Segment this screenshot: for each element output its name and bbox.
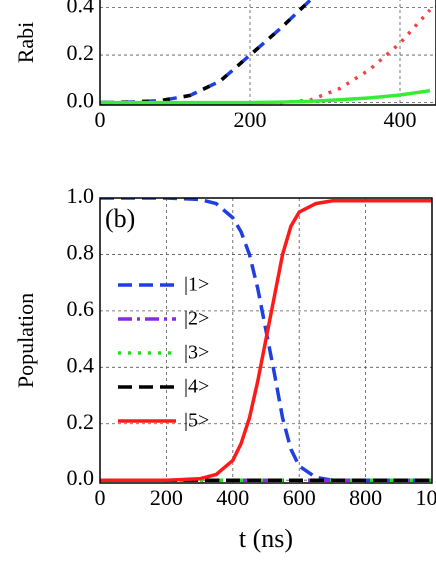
y-tick-label: 0.0 xyxy=(67,465,95,490)
legend-label: |5> xyxy=(184,410,209,432)
y-tick-label: 0.0 xyxy=(67,88,95,113)
plot-frame xyxy=(99,197,433,484)
y-tick-label: 0.4 xyxy=(67,0,95,18)
y-tick-label: 1.0 xyxy=(67,183,95,208)
x-tick-label: 400 xyxy=(216,485,249,510)
legend-label: |3> xyxy=(184,342,209,364)
legend-label: |4> xyxy=(184,376,209,398)
x-tick-label: 800 xyxy=(349,485,382,510)
y-tick-label: 0.2 xyxy=(67,40,95,65)
x-axis-label: t (ns) xyxy=(239,524,293,553)
legend-label: |2> xyxy=(184,308,209,330)
legend-label: |1> xyxy=(184,274,209,296)
series-line xyxy=(100,88,431,105)
panel-label: (b) xyxy=(105,204,135,233)
x-tick-label: 200 xyxy=(150,485,183,510)
y-axis-label: Rabi xyxy=(13,22,38,64)
series-line xyxy=(279,8,432,105)
x-tick-label: 600 xyxy=(283,485,316,510)
x-tick-label: 200 xyxy=(234,107,267,132)
y-axis-label: Population xyxy=(13,293,38,388)
x-tick-label: 0 xyxy=(95,107,106,132)
series-line xyxy=(100,0,312,105)
x-tick-label: 400 xyxy=(384,107,417,132)
x-tick-label: 0 xyxy=(95,485,106,510)
y-tick-label: 0.2 xyxy=(67,409,95,434)
y-tick-label: 0.4 xyxy=(67,352,95,377)
series-line xyxy=(100,199,432,482)
plot-frame xyxy=(99,0,436,106)
y-tick-label: 0.6 xyxy=(67,296,95,321)
y-tick-label: 0.8 xyxy=(67,239,95,264)
x-tick-label: 100 xyxy=(416,485,436,510)
